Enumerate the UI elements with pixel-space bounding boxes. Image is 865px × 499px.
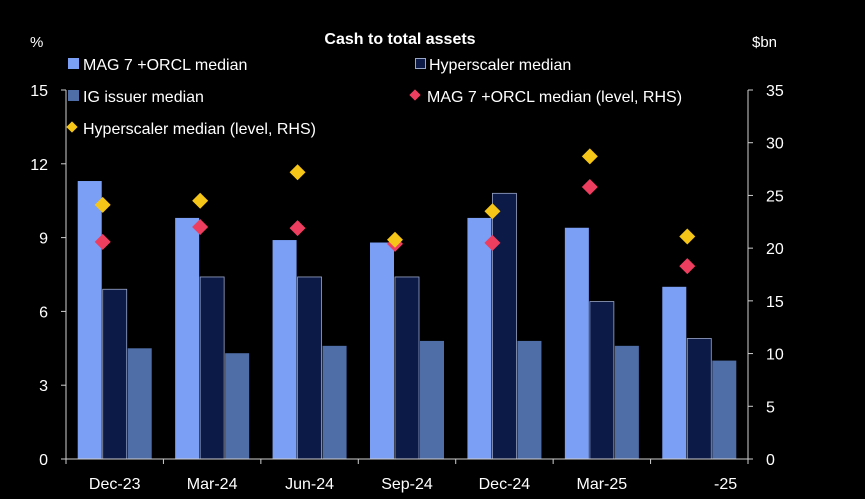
marker-mag-7-orcl-median-level-rhs [581,178,598,195]
right-axis-unit: $bn [752,34,777,51]
bar-hyperscaler-median [297,276,322,460]
x-axis-category-label: Mar-25 [577,476,628,493]
right-axis-tick-label: 25 [766,188,784,205]
x-axis-category-label: Jun-24 [285,476,334,493]
left-axis-tick-label: 6 [39,304,48,321]
bar-hyperscaler-median [686,338,712,460]
legend-swatch-mag7 [68,58,79,69]
left-axis-tick-label: 3 [39,378,48,395]
bar-mag-7-orcl-median [662,286,687,459]
bar-mag-7-orcl-median [467,217,492,459]
x-axis-category-label: -25 [714,476,737,493]
right-axis: 0 5 10 15 20 25 30 35 [747,83,784,469]
bar-ig-issuer-median [517,340,542,459]
bar-ig-issuer-median [420,340,444,459]
marker-mag-7-orcl-median-level-rhs [192,219,209,236]
right-axis-tick-label: 20 [766,241,784,258]
bar-hyperscaler-median [589,301,615,460]
chart-title: Cash to total assets [324,31,475,48]
bar-mag-7-orcl-median [77,181,102,459]
marker-hyperscaler-median-level-rhs [289,164,306,181]
marker-hyperscaler-median-level-rhs [484,203,501,220]
legend-swatch-hyperscaler [415,58,426,69]
marker-hyperscaler-median-level-rhs [679,228,696,245]
marker-hyperscaler-median-level-rhs [94,196,111,213]
left-axis-unit: % [30,34,43,51]
legend-marker-mag7-level [409,89,421,101]
bar-mag-7-orcl-median [272,240,297,459]
legend-marker-hyperscaler-level [66,121,78,133]
right-axis-tick-label: 30 [766,136,784,153]
legend-label-hyperscaler-level: Hyperscaler median (level, RHS) [83,121,316,138]
legend-label-ig: IG issuer median [83,89,204,106]
bar-hyperscaler-median [199,276,225,460]
marker-hyperscaler-median-level-rhs [192,192,209,209]
bar-hyperscaler-median [394,276,420,460]
bar-hyperscaler-median [492,192,517,460]
legend-label-hyperscaler: Hyperscaler median [429,57,571,74]
marker-mag-7-orcl-median-level-rhs [679,258,696,275]
x-axis-category-label: Sep-24 [381,476,433,493]
right-axis-tick-label: 15 [766,294,784,311]
right-axis-tick-label: 10 [766,347,784,364]
right-axis-tick-label: 35 [766,83,784,100]
bar-ig-issuer-median [614,345,639,459]
left-axis-tick-label: 15 [30,83,48,100]
right-axis-tick-label: 5 [766,399,775,416]
legend: MAG 7 +ORCL median Hyperscaler median IG… [66,57,682,138]
legend-label-mag7: MAG 7 +ORCL median [83,57,247,74]
bar-ig-issuer-median [712,360,737,459]
legend-label-mag7-level: MAG 7 +ORCL median (level, RHS) [427,89,682,106]
bar-mag-7-orcl-median [564,227,589,459]
x-axis: Dec-23 Mar-24 Jun-24 Sep-24 Dec-24 Mar-25 -25 [65,458,749,493]
marker-mag-7-orcl-median-level-rhs [94,233,111,250]
x-axis-category-label: Dec-23 [89,476,141,493]
bar-series [77,181,737,460]
bar-mag-7-orcl-median [370,242,394,459]
legend-swatch-ig [68,90,79,101]
marker-hyperscaler-median-level-rhs [581,148,598,165]
bar-ig-issuer-median [225,353,250,459]
x-axis-category-label: Mar-24 [187,476,238,493]
left-axis: 0 3 6 9 12 15 [30,83,67,469]
x-axis-category-label: Dec-24 [479,476,531,493]
marker-mag-7-orcl-median-level-rhs [289,220,306,237]
bar-ig-issuer-median [127,348,152,459]
bar-ig-issuer-median [322,345,347,459]
marker-series [94,148,696,275]
marker-hyperscaler-median-level-rhs [387,231,403,248]
left-axis-tick-label: 12 [30,157,48,174]
left-axis-tick-label: 9 [39,231,48,248]
bar-hyperscaler-median [102,288,128,460]
bar-mag-7-orcl-median [175,217,200,459]
left-axis-tick-label: 0 [39,452,48,469]
right-axis-tick-label: 0 [766,452,775,469]
marker-mag-7-orcl-median-level-rhs [484,234,501,251]
